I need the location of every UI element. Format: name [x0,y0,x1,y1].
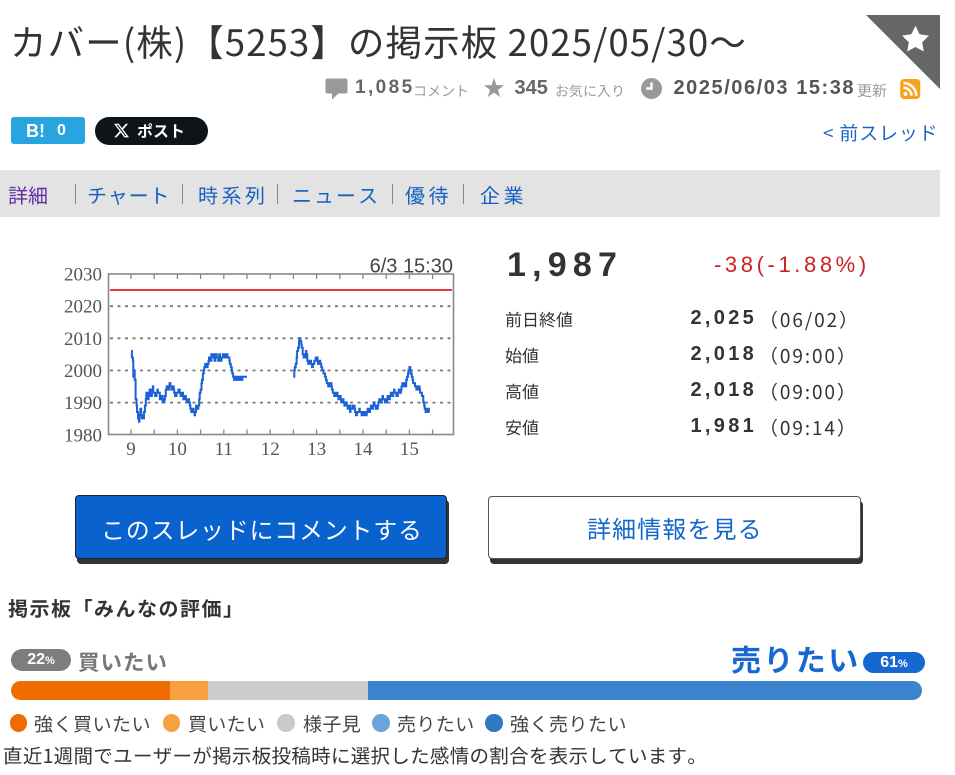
svg-text:2010: 2010 [64,329,102,350]
svg-text:12: 12 [261,439,280,460]
svg-text:6/3 15:30: 6/3 15:30 [370,256,453,278]
svg-text:2030: 2030 [64,265,102,286]
svg-text:1990: 1990 [64,393,102,414]
svg-text:9: 9 [126,439,136,460]
svg-text:2020: 2020 [64,297,102,318]
svg-text:14: 14 [354,439,374,460]
svg-text:13: 13 [307,439,326,460]
svg-text:10: 10 [168,439,187,460]
svg-text:11: 11 [215,439,233,460]
svg-text:15: 15 [400,439,419,460]
svg-text:1980: 1980 [64,425,102,446]
svg-text:2000: 2000 [64,361,102,382]
